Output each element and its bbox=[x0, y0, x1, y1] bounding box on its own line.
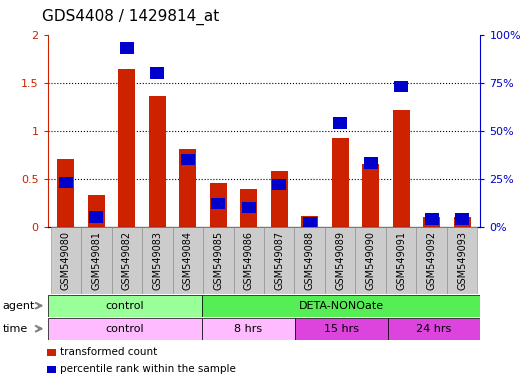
Bar bbox=[332, 138, 348, 227]
Text: GSM549093: GSM549093 bbox=[457, 231, 467, 290]
Bar bbox=[48, 318, 202, 340]
Text: GSM549088: GSM549088 bbox=[305, 231, 315, 290]
Bar bbox=[111, 227, 142, 294]
Bar bbox=[301, 216, 318, 227]
Bar bbox=[202, 295, 480, 317]
Bar bbox=[89, 211, 103, 223]
Bar bbox=[180, 149, 196, 227]
Text: GSM549085: GSM549085 bbox=[213, 231, 223, 290]
Bar bbox=[333, 117, 347, 129]
Text: GSM549084: GSM549084 bbox=[183, 231, 193, 290]
Bar bbox=[48, 295, 202, 317]
Bar bbox=[364, 157, 378, 169]
Bar bbox=[181, 154, 195, 165]
Text: GSM549080: GSM549080 bbox=[61, 231, 71, 290]
Bar bbox=[454, 217, 470, 227]
Bar bbox=[242, 202, 256, 213]
Bar bbox=[202, 318, 295, 340]
Bar bbox=[447, 227, 477, 294]
Bar bbox=[211, 198, 225, 209]
Text: percentile rank within the sample: percentile rank within the sample bbox=[60, 364, 235, 374]
Bar bbox=[417, 227, 447, 294]
Text: 8 hrs: 8 hrs bbox=[234, 324, 262, 334]
Text: 15 hrs: 15 hrs bbox=[324, 324, 359, 334]
Text: GSM549089: GSM549089 bbox=[335, 231, 345, 290]
Bar bbox=[120, 42, 134, 54]
Bar bbox=[88, 195, 105, 227]
Bar bbox=[425, 213, 439, 225]
Bar bbox=[455, 213, 469, 225]
Bar bbox=[272, 179, 286, 190]
Bar bbox=[264, 227, 295, 294]
Bar bbox=[173, 227, 203, 294]
Bar bbox=[142, 227, 173, 294]
Bar bbox=[59, 177, 73, 188]
Text: transformed count: transformed count bbox=[60, 347, 157, 357]
Text: GSM549091: GSM549091 bbox=[396, 231, 406, 290]
Text: time: time bbox=[3, 324, 28, 334]
Bar bbox=[303, 217, 317, 228]
Bar bbox=[325, 227, 355, 294]
Bar bbox=[386, 227, 417, 294]
Bar bbox=[295, 318, 388, 340]
Bar bbox=[394, 81, 408, 92]
Bar bbox=[46, 366, 56, 373]
Text: GSM549086: GSM549086 bbox=[244, 231, 254, 290]
Bar bbox=[295, 227, 325, 294]
Text: GSM549090: GSM549090 bbox=[366, 231, 376, 290]
Bar bbox=[150, 67, 164, 79]
Text: agent: agent bbox=[3, 301, 35, 311]
Bar bbox=[203, 227, 233, 294]
Text: GDS4408 / 1429814_at: GDS4408 / 1429814_at bbox=[42, 9, 220, 25]
Bar bbox=[423, 217, 440, 227]
Text: GSM549081: GSM549081 bbox=[91, 231, 101, 290]
Text: control: control bbox=[106, 324, 144, 334]
Text: GSM549082: GSM549082 bbox=[122, 231, 132, 290]
Text: GSM549092: GSM549092 bbox=[427, 231, 437, 290]
Bar bbox=[240, 189, 257, 227]
Bar bbox=[81, 227, 111, 294]
Bar bbox=[118, 69, 135, 227]
Text: 24 hrs: 24 hrs bbox=[417, 324, 452, 334]
Bar bbox=[271, 171, 288, 227]
Text: control: control bbox=[106, 301, 144, 311]
Bar bbox=[355, 227, 386, 294]
Text: GSM549087: GSM549087 bbox=[274, 231, 284, 290]
Bar bbox=[362, 164, 379, 227]
Bar bbox=[393, 111, 410, 227]
Bar bbox=[233, 227, 264, 294]
Bar bbox=[388, 318, 480, 340]
Bar bbox=[46, 349, 56, 356]
Bar bbox=[210, 184, 227, 227]
Text: GSM549083: GSM549083 bbox=[152, 231, 162, 290]
Text: DETA-NONOate: DETA-NONOate bbox=[299, 301, 384, 311]
Bar bbox=[149, 96, 166, 227]
Bar bbox=[51, 227, 81, 294]
Bar bbox=[58, 159, 74, 227]
